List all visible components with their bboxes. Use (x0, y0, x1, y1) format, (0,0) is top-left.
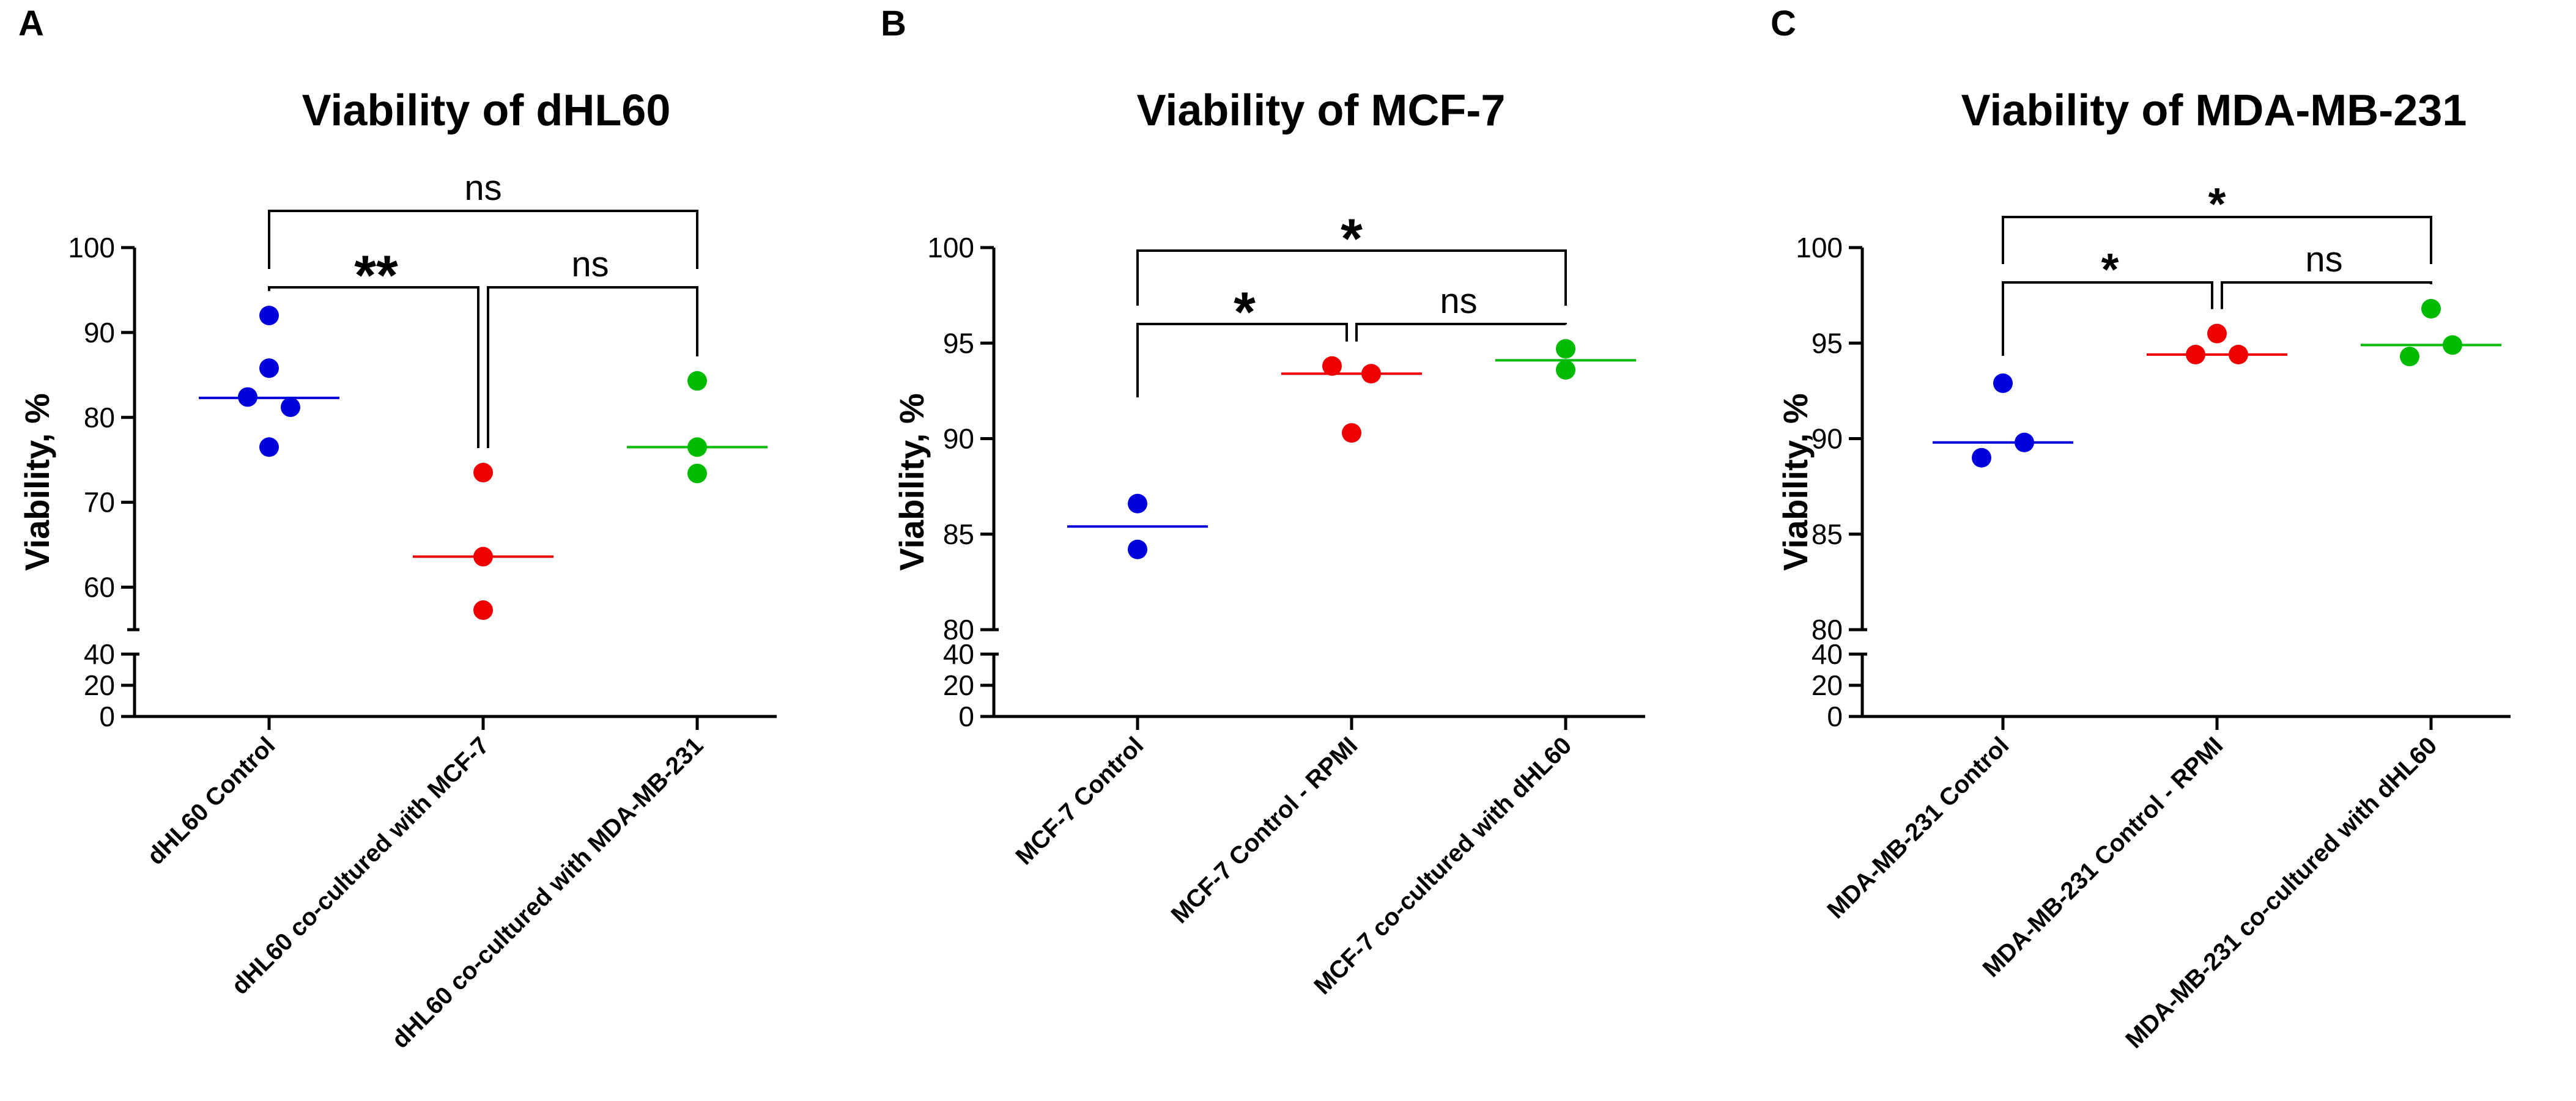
y-tick-label: 40 (943, 638, 974, 670)
y-tick-label: 20 (943, 669, 974, 701)
y-tick-label: 20 (84, 669, 115, 701)
y-tick-label: 85 (943, 518, 974, 550)
data-point (1361, 364, 1381, 384)
panel-letter: C (1771, 4, 1796, 43)
panel-title: Viability of MDA-MB-231 (1961, 86, 2467, 135)
significance-bracket (2221, 281, 2432, 309)
y-tick-label: 90 (1812, 423, 1843, 455)
panel-letter: B (881, 4, 906, 43)
significance-label: * (1341, 208, 1363, 270)
significance-bracket (268, 286, 479, 449)
data-point (1342, 423, 1361, 443)
y-tick-label: 60 (84, 572, 115, 603)
y-tick-label: 95 (1812, 327, 1843, 359)
data-point (1128, 539, 1147, 559)
category-label: MCF-7 Control - RPMI (1166, 732, 1363, 929)
significance-label: ns (571, 245, 609, 284)
category-label: MDA-MB-231 Control (1822, 732, 2014, 924)
significance-bracket (1136, 249, 1567, 306)
data-point (2186, 345, 2205, 364)
data-point (473, 547, 493, 567)
data-point (1556, 360, 1575, 380)
y-tick-label: 0 (99, 701, 115, 732)
data-point (687, 463, 707, 484)
y-tick-label: 40 (1812, 638, 1843, 670)
data-point (473, 463, 493, 483)
significance-label: ns (2305, 240, 2342, 279)
data-point (2229, 345, 2248, 364)
y-tick-label: 20 (1812, 669, 1843, 701)
y-tick-label: 85 (1812, 518, 1843, 550)
significance-label: ns (464, 168, 502, 208)
data-point (259, 437, 279, 457)
data-point (281, 397, 300, 418)
data-point (259, 358, 279, 378)
y-tick-label: 0 (958, 701, 974, 732)
data-point (1128, 493, 1147, 514)
significance-bracket (2002, 216, 2432, 264)
y-tick-label: 95 (943, 327, 974, 359)
y-tick-label: 90 (943, 423, 974, 455)
y-axis-label: Viability, % (18, 393, 56, 570)
y-tick-label: 80 (1812, 614, 1843, 646)
y-tick-label: 40 (84, 638, 115, 670)
data-point (238, 387, 257, 407)
data-point (2207, 323, 2227, 344)
significance-label: ns (1440, 281, 1477, 321)
data-point (1972, 447, 1991, 468)
category-label: MCF-7 Control (1010, 732, 1149, 870)
y-tick-label: 100 (927, 232, 974, 263)
y-tick-label: 80 (84, 402, 115, 433)
y-tick-label: 80 (943, 614, 974, 646)
category-label: MCF-7 co-cultured with dHL60 (1309, 732, 1577, 1000)
category-label: dHL60 co-cultured with MCF-7 (226, 732, 494, 1000)
y-tick-label: 0 (1827, 701, 1843, 732)
significance-label: * (2101, 244, 2119, 295)
y-tick-label: 100 (1796, 232, 1843, 263)
panel-letter: A (18, 4, 44, 43)
panel-title: Viability of MCF-7 (1137, 86, 1506, 135)
significance-bracket (1355, 323, 1567, 342)
category-label: dHL60 Control (142, 732, 280, 870)
y-tick-label: 70 (84, 487, 115, 518)
significance-bracket (487, 286, 698, 449)
data-point (687, 437, 707, 457)
panel-b: B Viability of MCF-7 Viability, % 80 85 90 95 1… (881, 4, 1645, 1000)
category-label: MDA-MB-231 Control - RPMI (1978, 732, 2229, 982)
panel-a: A Viability of dHL60 Viability, % 60 70 80 90 1… (18, 4, 777, 1053)
y-tick-label: 100 (68, 232, 115, 263)
panel-title: Viability of dHL60 (302, 86, 671, 135)
significance-label: * (1234, 281, 1256, 344)
data-point (2443, 335, 2462, 355)
data-point (1322, 356, 1342, 376)
data-point (1993, 373, 2013, 393)
data-point (1556, 339, 1575, 359)
y-tick-label: 90 (84, 317, 115, 348)
significance-label: * (2208, 179, 2226, 229)
data-point (259, 306, 279, 326)
significance-bracket (268, 210, 698, 269)
panel-c: C Viability of MDA-MB-231 Viability, % 80 85… (1771, 4, 2511, 1053)
y-axis-label: Viability, % (1776, 393, 1815, 570)
data-point (2421, 299, 2441, 319)
significance-bracket (2002, 281, 2213, 356)
y-axis-label: Viability, % (892, 393, 931, 570)
data-point (2400, 347, 2419, 367)
data-point (2015, 432, 2034, 452)
significance-label: ** (354, 245, 398, 307)
data-point (473, 600, 493, 620)
data-point (687, 371, 707, 391)
significance-bracket (1136, 323, 1348, 397)
